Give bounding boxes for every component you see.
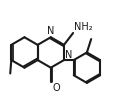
Text: N: N <box>47 26 54 36</box>
Text: O: O <box>52 83 60 93</box>
Text: N: N <box>65 50 72 60</box>
Text: NH₂: NH₂ <box>74 23 92 32</box>
